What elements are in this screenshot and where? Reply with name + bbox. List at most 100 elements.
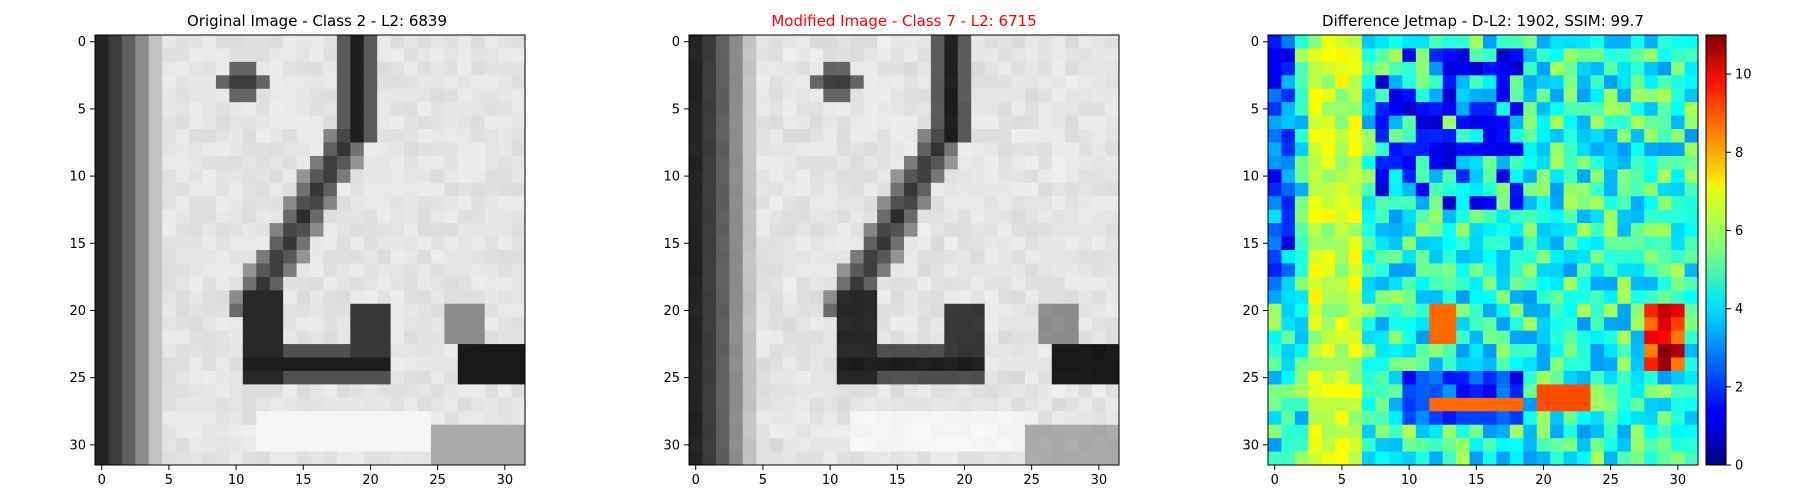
heatmap-cell (1630, 303, 1645, 318)
heatmap-cell (242, 317, 257, 332)
heatmap-cell (1402, 357, 1417, 372)
heatmap-cell (148, 61, 163, 76)
heatmap-cell (189, 411, 203, 426)
heatmap-cell (471, 370, 486, 385)
heatmap-cell (417, 451, 432, 466)
heatmap-cell (715, 209, 730, 224)
heatmap-cell (269, 317, 284, 332)
heatmap-cell (957, 263, 972, 278)
heatmap-cell (689, 397, 703, 412)
heatmap-cell (1429, 236, 1444, 251)
heatmap-cell (850, 75, 865, 90)
heatmap-cell (863, 129, 878, 143)
heatmap-cell (484, 48, 499, 63)
heatmap-cell (742, 115, 757, 130)
heatmap-cell (1362, 182, 1376, 197)
heatmap-cell (1321, 35, 1336, 49)
heatmap-cell (1415, 263, 1430, 278)
heatmap-cell (783, 88, 797, 103)
heatmap-cell (742, 61, 757, 76)
heatmap-cell (175, 129, 190, 143)
heatmap-cell (1024, 223, 1039, 237)
heatmap-cell (283, 236, 297, 251)
heatmap-cell (769, 88, 784, 103)
heatmap-cell (1078, 384, 1093, 399)
heatmap-cell (457, 236, 472, 251)
heatmap-cell (310, 236, 324, 251)
heatmap-cell (796, 169, 811, 184)
heatmap-cell (984, 263, 999, 278)
heatmap-cell (229, 155, 244, 170)
heatmap-cell (1496, 102, 1511, 117)
heatmap-cell (404, 155, 418, 170)
heatmap-cell (162, 276, 177, 291)
x-tick-label: 5 (1338, 473, 1346, 488)
heatmap-cell (890, 102, 905, 117)
heatmap-cell (823, 35, 838, 49)
heatmap-cell (417, 263, 432, 278)
heatmap-cell (1092, 290, 1106, 305)
heatmap-cell (1092, 48, 1106, 63)
heatmap-cell (1281, 250, 1296, 264)
heatmap-cell (890, 317, 905, 332)
heatmap-cell (444, 397, 459, 412)
heatmap-cell (769, 303, 784, 318)
heatmap-cell (1335, 102, 1350, 117)
heatmap-cell (471, 451, 486, 466)
heatmap-cell (323, 142, 338, 157)
heatmap-cell (729, 357, 744, 372)
heatmap-cell (1051, 209, 1066, 224)
heatmap-cell (1577, 397, 1591, 412)
heatmap-cell (1603, 115, 1618, 130)
heatmap-cell (1603, 303, 1618, 318)
heatmap-cell (242, 102, 257, 117)
heatmap-cell (1563, 384, 1578, 399)
heatmap-cell (1684, 223, 1699, 237)
heatmap-cell (1388, 438, 1403, 452)
heatmap-cell (189, 397, 203, 412)
heatmap-cell (1011, 102, 1026, 117)
heatmap-cell (1281, 61, 1296, 76)
heatmap-cell (121, 223, 136, 237)
heatmap-cell (1268, 303, 1282, 318)
heatmap-cell (484, 370, 499, 385)
heatmap-cell (1038, 209, 1053, 224)
heatmap-cell (1469, 88, 1484, 103)
heatmap-cell (957, 317, 972, 332)
heatmap-cell (336, 102, 351, 117)
heatmap-cell (863, 397, 878, 412)
heatmap-cell (1268, 411, 1282, 426)
heatmap-cell (957, 250, 972, 264)
heatmap-cell (229, 276, 244, 291)
plot-frame-difference (1267, 34, 1699, 466)
heatmap-cell (135, 88, 150, 103)
heatmap-cell (444, 102, 459, 117)
heatmap-cell (1630, 142, 1645, 157)
heatmap-cell (229, 344, 244, 358)
heatmap-cell (1335, 276, 1350, 291)
heatmap-cell (1388, 48, 1403, 63)
heatmap-cell (323, 88, 338, 103)
heatmap-cell (430, 303, 445, 318)
heatmap-cell (242, 276, 257, 291)
heatmap-cell (944, 209, 959, 224)
heatmap-cell (1388, 397, 1403, 412)
heatmap-cell (242, 236, 257, 251)
heatmap-cell (702, 209, 717, 224)
heatmap-cell (242, 370, 257, 385)
heatmap-cell (256, 169, 271, 184)
heatmap-cell (863, 424, 878, 439)
heatmap-cell (1577, 303, 1591, 318)
heatmap-cell (1644, 142, 1659, 157)
heatmap-cell (256, 75, 271, 90)
heatmap-cell (471, 303, 486, 318)
heatmap-cell (1684, 196, 1699, 211)
heatmap-cell (283, 35, 297, 49)
heatmap-cell (1469, 250, 1484, 264)
heatmap-cell (904, 263, 918, 278)
heatmap-cell (917, 182, 932, 197)
heatmap-cell (1321, 115, 1336, 130)
heatmap-cell (836, 102, 851, 117)
heatmap-cell (1509, 129, 1524, 143)
